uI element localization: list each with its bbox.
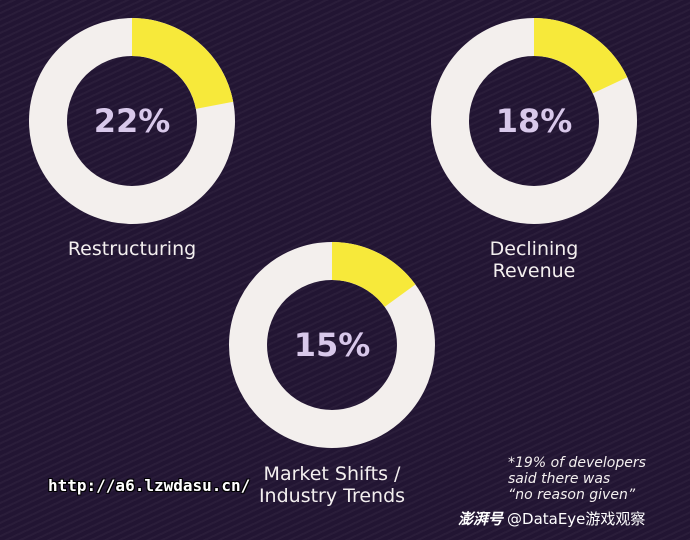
category-label-market-shifts: Market Shifts / Industry Trends (258, 463, 406, 507)
percentage-label: 22% (94, 102, 171, 140)
donut-chart-market-shifts: 15% (228, 241, 436, 449)
overlay-url-text: http://a6.lzwdasu.cn/ (48, 476, 251, 495)
donut-svg-declining-revenue: 18% (431, 18, 637, 224)
donut-segment (29, 18, 235, 224)
percentage-label: 15% (294, 326, 371, 364)
donut-svg-market-shifts: 15% (229, 242, 435, 448)
donut-chart-restructuring: 22% (28, 17, 236, 225)
donut-chart-declining-revenue: 18% (430, 17, 638, 225)
watermark-logo: 澎湃号 (458, 510, 504, 528)
category-label-declining-revenue: Declining Revenue (489, 238, 579, 282)
donut-segment (229, 242, 435, 448)
donut-svg-restructuring: 22% (29, 18, 235, 224)
footnote: *19% of developers said there was “no re… (508, 455, 646, 503)
percentage-label: 18% (496, 102, 573, 140)
watermark: 澎湃号 @DataEye游戏观察 (458, 508, 645, 529)
category-label-restructuring: Restructuring (67, 238, 197, 260)
watermark-handle: @DataEye游戏观察 (507, 510, 646, 528)
donut-segment (431, 18, 637, 224)
